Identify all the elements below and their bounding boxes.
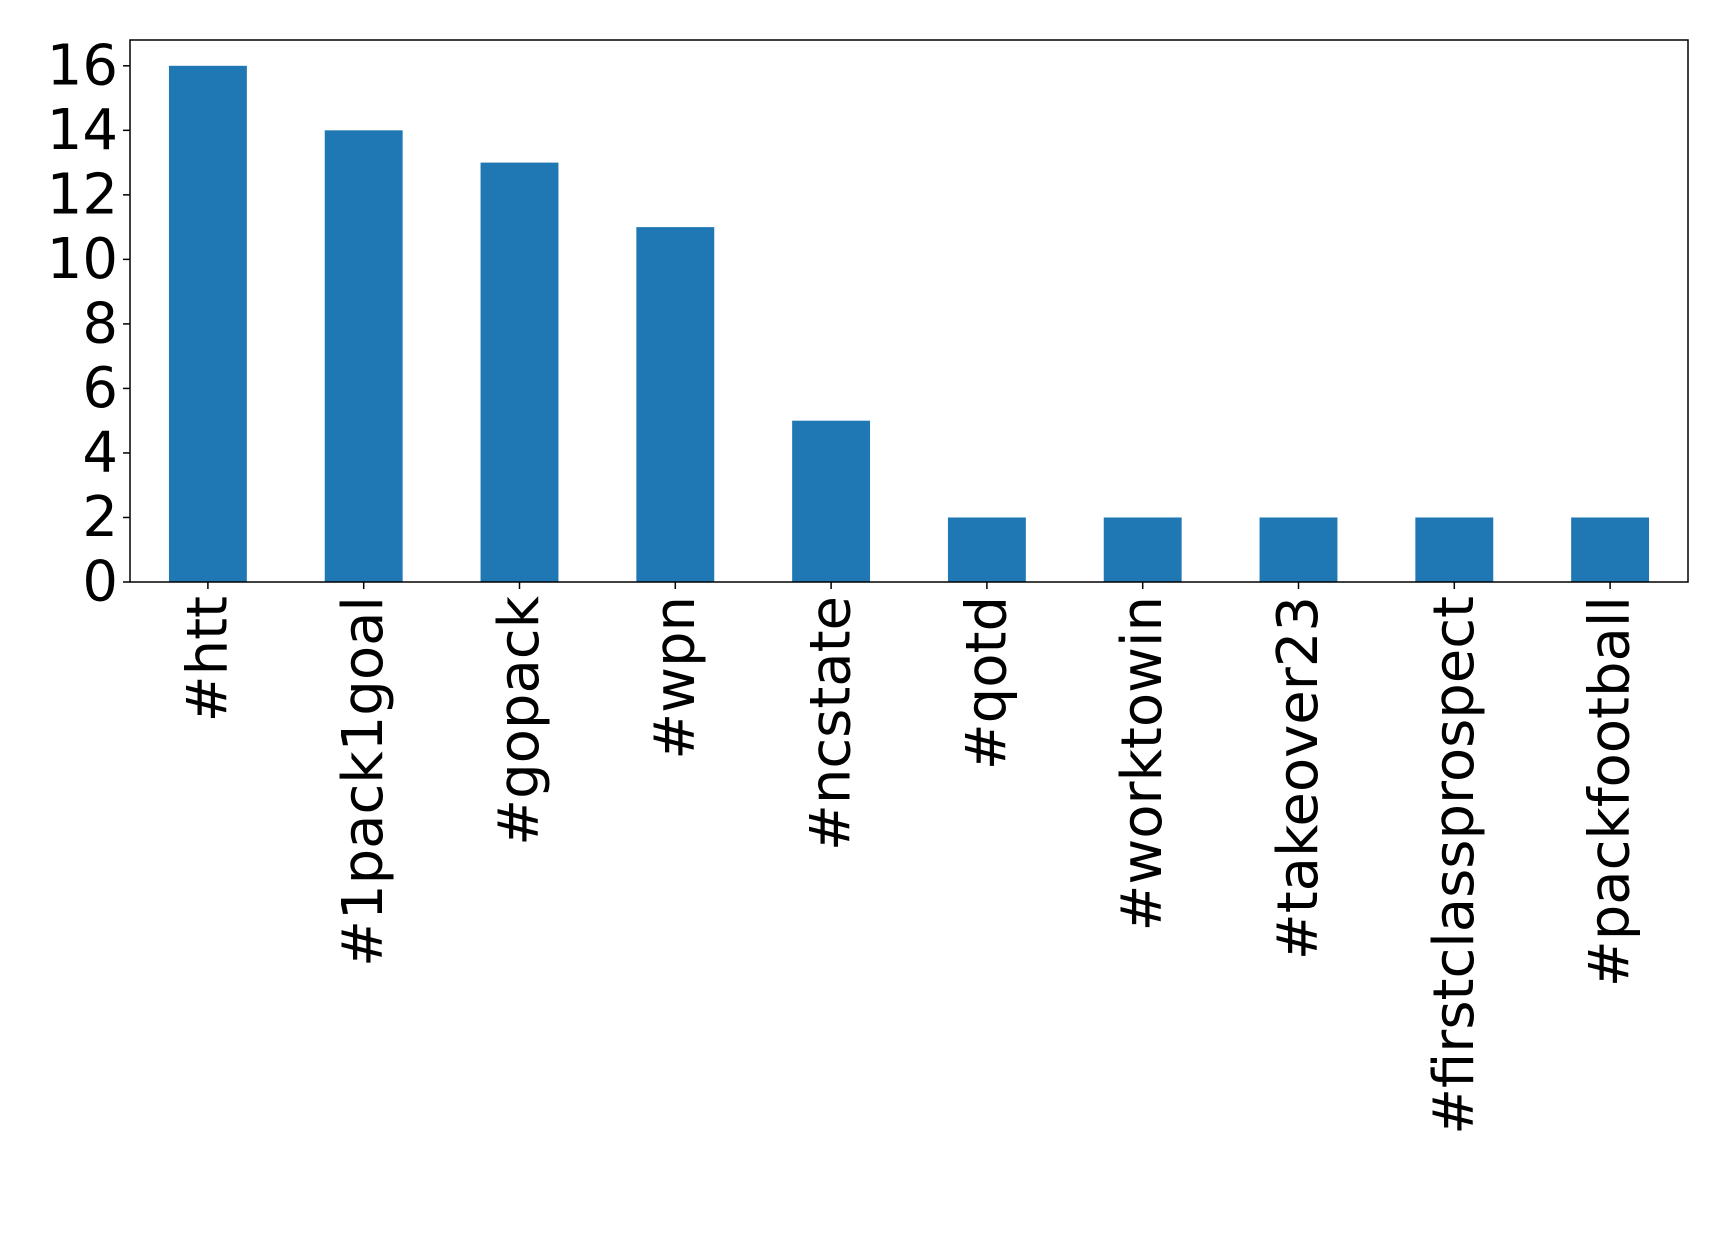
y-tick-label-2: 4 bbox=[82, 420, 118, 485]
y-tick-label-1: 2 bbox=[82, 485, 118, 550]
bar-1 bbox=[324, 130, 403, 583]
y-tick-label-4: 8 bbox=[82, 291, 118, 356]
bar-3 bbox=[636, 227, 715, 582]
plot-frame bbox=[129, 39, 1689, 583]
bar-6 bbox=[1103, 517, 1182, 582]
bar-7 bbox=[1259, 517, 1338, 582]
bars-group bbox=[168, 65, 1650, 583]
y-tick-label-5: 10 bbox=[47, 227, 118, 292]
x-tick-label-0: #htt bbox=[175, 596, 240, 722]
y-tick-label-0: 0 bbox=[82, 550, 118, 615]
bar-4 bbox=[792, 420, 871, 582]
x-tick-label-8: #firstclassprospect bbox=[1422, 596, 1487, 1135]
bar-0 bbox=[168, 65, 247, 583]
x-tick-label-4: #ncstate bbox=[799, 596, 864, 851]
x-tick-label-6: #worktowin bbox=[1110, 596, 1175, 932]
x-tick-label-1: #1pack1goal bbox=[331, 596, 396, 967]
bar-2 bbox=[480, 162, 559, 582]
x-tick-label-2: #gopack bbox=[487, 595, 552, 845]
x-tick-label-5: #qotd bbox=[954, 596, 1019, 770]
x-axis: #htt #1pack1goal #gopack #wpn #ncstate #qotd #… bbox=[175, 582, 1643, 1135]
y-tick-label-6: 12 bbox=[47, 162, 118, 227]
bar-5 bbox=[947, 517, 1026, 582]
y-tick-label-3: 6 bbox=[82, 356, 118, 421]
x-tick-label-7: #takeover23 bbox=[1266, 596, 1331, 960]
y-tick-label-7: 14 bbox=[47, 98, 118, 163]
x-tick-label-3: #wpn bbox=[643, 596, 708, 760]
x-tick-label-9: #packfootball bbox=[1578, 596, 1643, 987]
bar-8 bbox=[1415, 517, 1494, 582]
bar-9 bbox=[1571, 517, 1650, 582]
y-tick-label-8: 16 bbox=[47, 33, 118, 98]
